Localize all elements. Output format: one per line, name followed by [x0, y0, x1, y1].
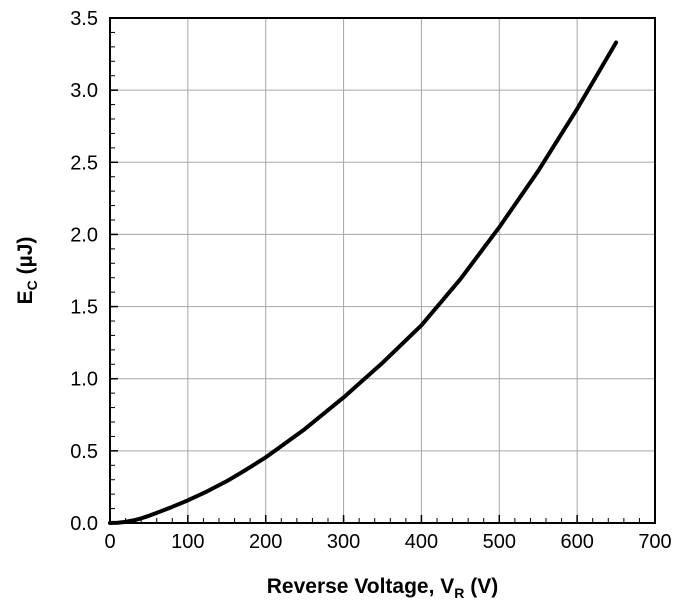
y-tick-label: 3.0	[70, 80, 98, 102]
grid-lines	[109, 17, 656, 524]
minor-ticks	[109, 17, 656, 524]
x-tick-label: 300	[327, 531, 360, 553]
x-tick-label: 200	[249, 531, 282, 553]
y-tick-label: 2.5	[70, 152, 98, 174]
x-axis-title-unit: (V)	[464, 575, 498, 598]
y-axis-title: EC (µJ)	[14, 237, 40, 305]
series-line	[108, 40, 619, 525]
x-axis-title-subscript: R	[454, 585, 464, 601]
x-tick-label: 100	[171, 531, 204, 553]
y-axis-title-subscript: C	[24, 280, 40, 290]
x-tick-label: 600	[560, 531, 593, 553]
y-tick-label: 3.5	[70, 8, 98, 30]
y-tick-labels: 0.0 0.5 1.0 1.5 2.0 2.5 3.0 3.5	[70, 8, 98, 535]
x-tick-label: 0	[104, 531, 115, 553]
x-tick-label: 400	[405, 531, 438, 553]
x-axis-title: Reverse Voltage, VR (V)	[267, 575, 499, 601]
y-tick-label: 0.0	[70, 513, 98, 535]
y-axis-title-main: E	[14, 290, 37, 304]
y-axis-title-unit: (µJ)	[14, 237, 37, 281]
y-tick-label: 2.0	[70, 224, 98, 246]
x-tick-label: 700	[638, 531, 671, 553]
x-tick-label: 500	[483, 531, 516, 553]
y-tick-label: 0.5	[70, 441, 98, 463]
y-tick-label: 1.0	[70, 369, 98, 391]
y-tick-label: 1.5	[70, 297, 98, 319]
plot-area-frame	[109, 17, 656, 524]
x-tick-labels: 0 100 200 300 400 500 600 700	[104, 531, 671, 553]
x-axis-title-main: Reverse Voltage, V	[267, 575, 455, 598]
series-layer	[108, 40, 619, 525]
